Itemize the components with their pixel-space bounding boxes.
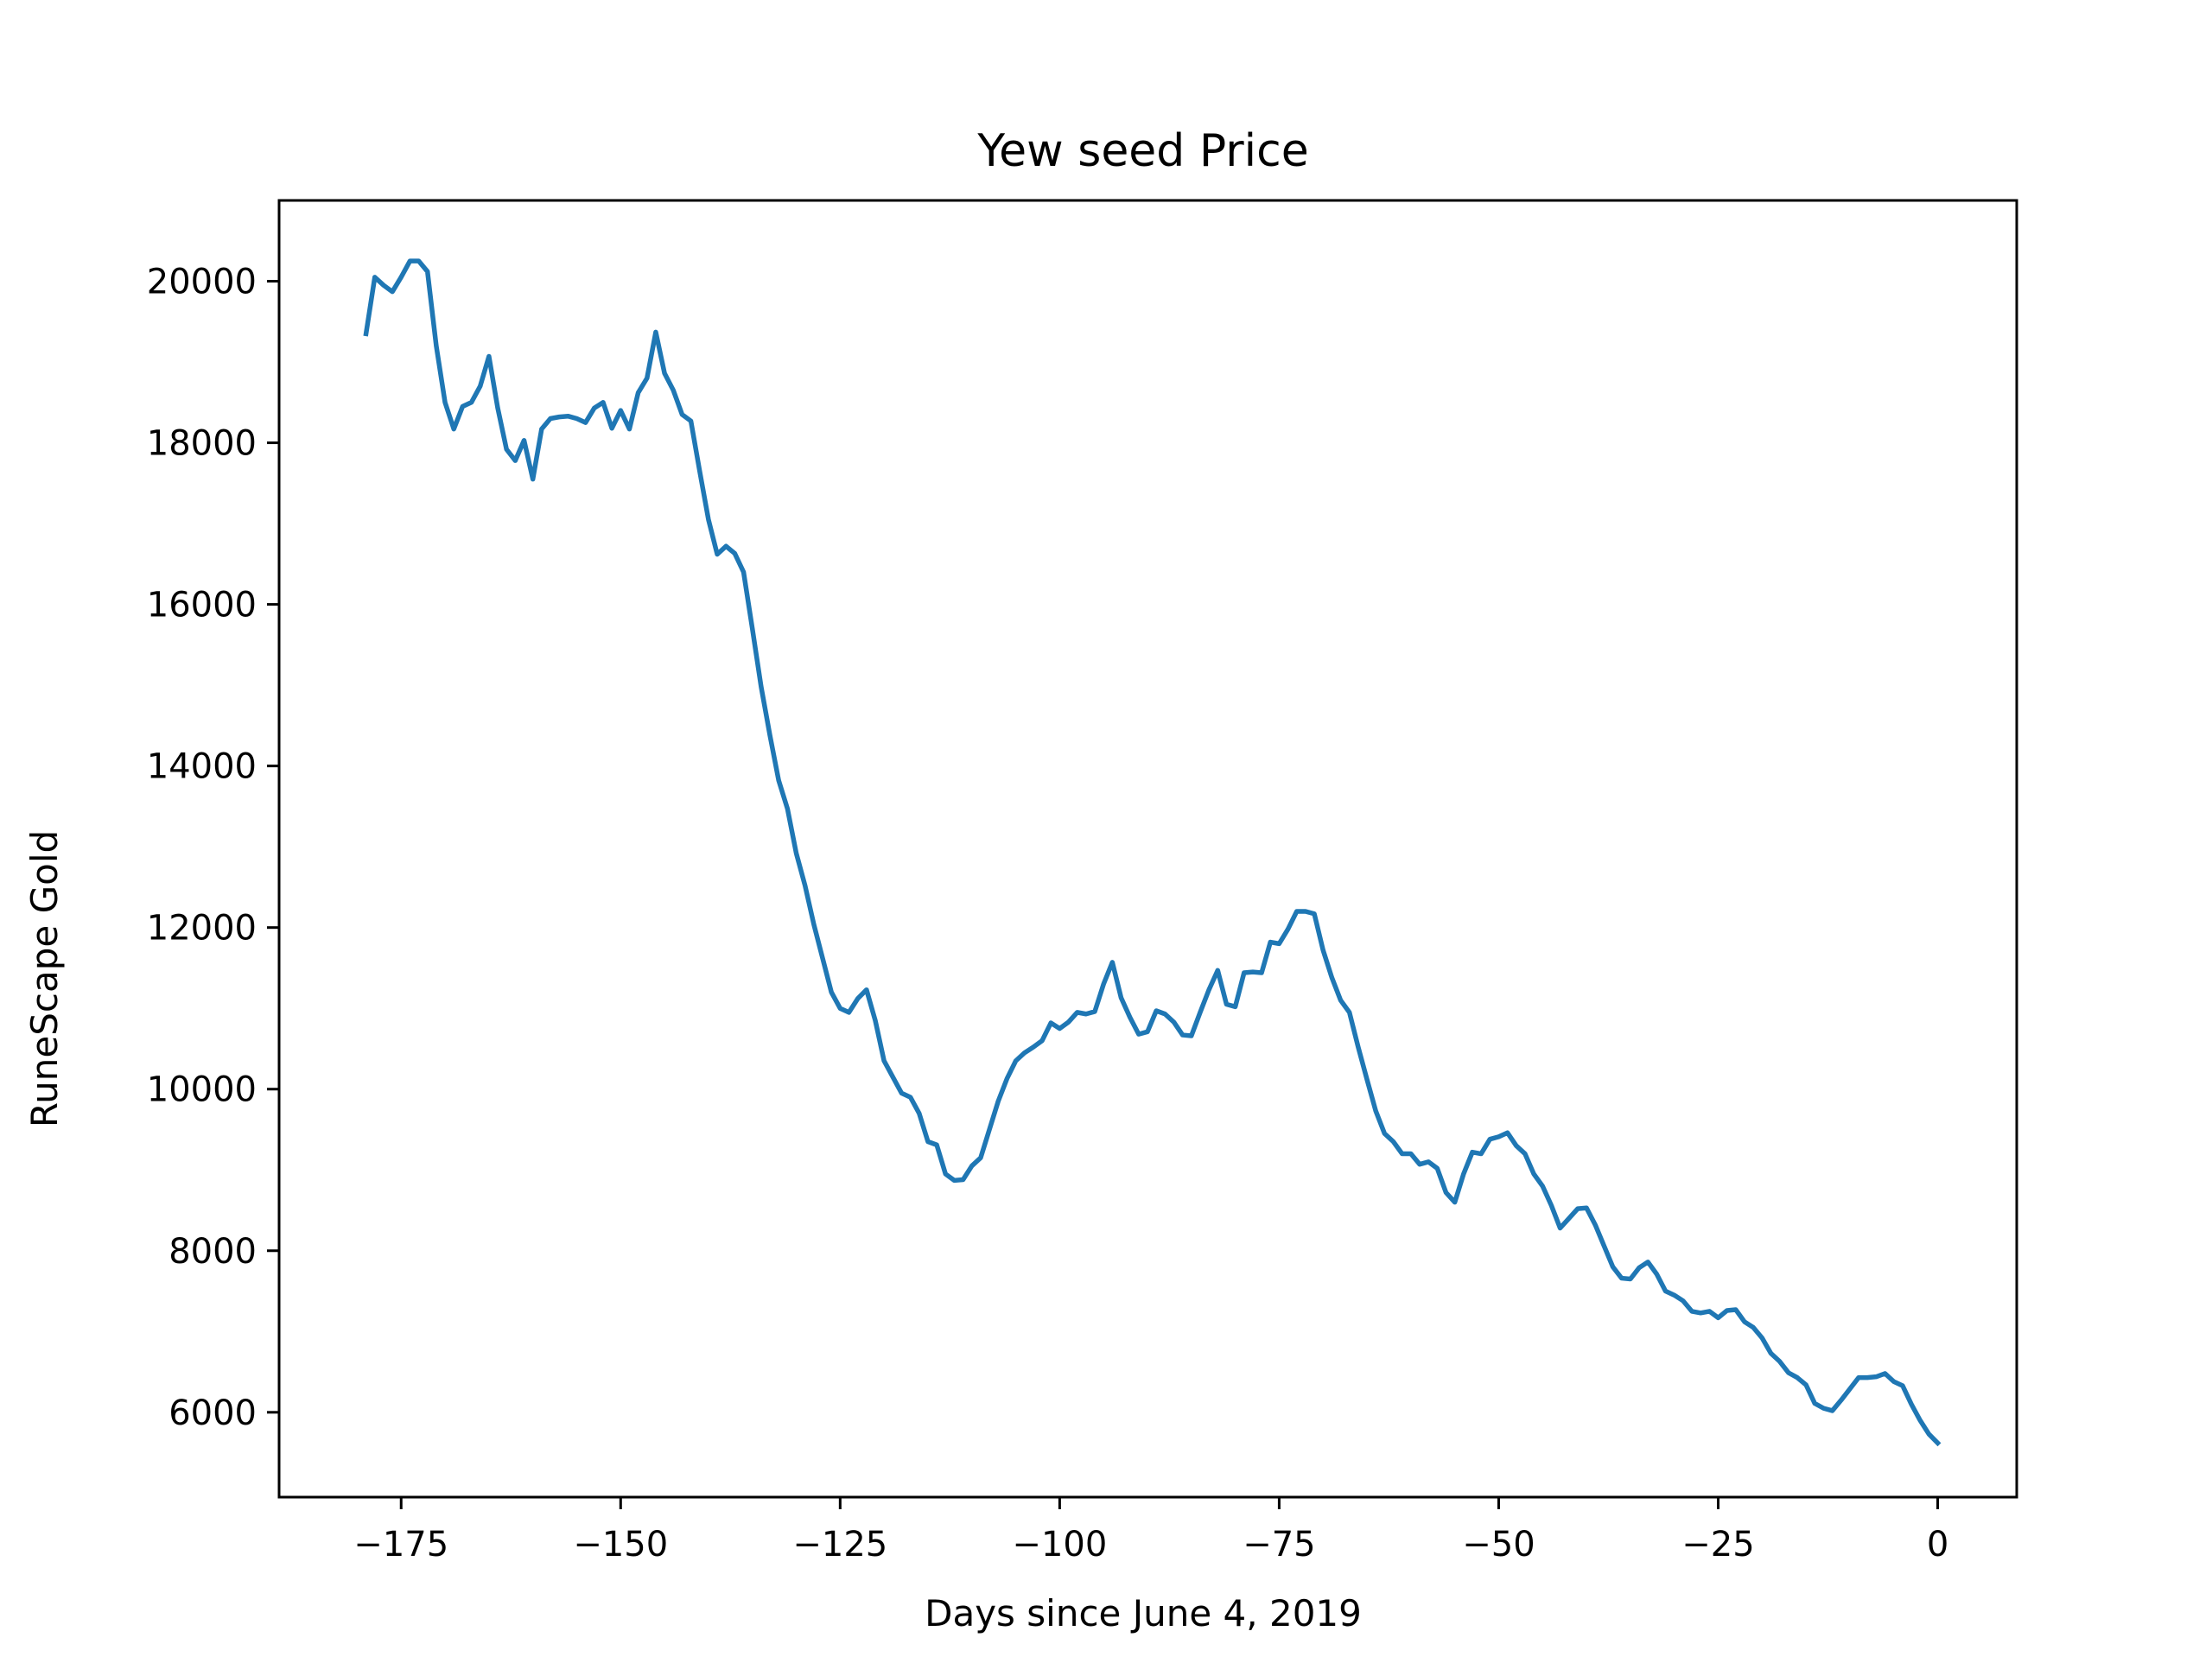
x-tick-label: −25 <box>1681 1525 1754 1565</box>
x-tick-label: 0 <box>1927 1525 1948 1565</box>
plot-area: −175 −150 −125 −100 −75 −50 −25 0 6000 8000 10000 1… <box>147 199 2018 1565</box>
y-tick-label: 16000 <box>147 586 257 625</box>
y-axis-label: RuneScape Gold <box>23 830 66 1127</box>
y-tick-label: 18000 <box>147 424 257 464</box>
y-tick-label: 8000 <box>168 1232 257 1272</box>
x-tick-label: −75 <box>1243 1525 1315 1565</box>
x-tick-label: −50 <box>1462 1525 1535 1565</box>
chart-title: Yew seed Price <box>976 125 1308 177</box>
series-line-1 <box>363 258 1942 1447</box>
y-tick-label: 14000 <box>147 747 257 787</box>
y-tick-label: 6000 <box>168 1393 257 1433</box>
y-tick-label: 12000 <box>147 909 257 949</box>
x-axis-label: Days since June 4, 2019 <box>925 1592 1362 1634</box>
y-tick-label: 20000 <box>147 263 257 302</box>
y-tick-label: 10000 <box>147 1070 257 1110</box>
x-tick-label: −175 <box>353 1525 448 1565</box>
x-tick-label: −150 <box>573 1525 668 1565</box>
x-tick-label: −100 <box>1012 1525 1107 1565</box>
plot-frame <box>277 199 2018 1499</box>
x-tick-label: −125 <box>792 1525 887 1565</box>
